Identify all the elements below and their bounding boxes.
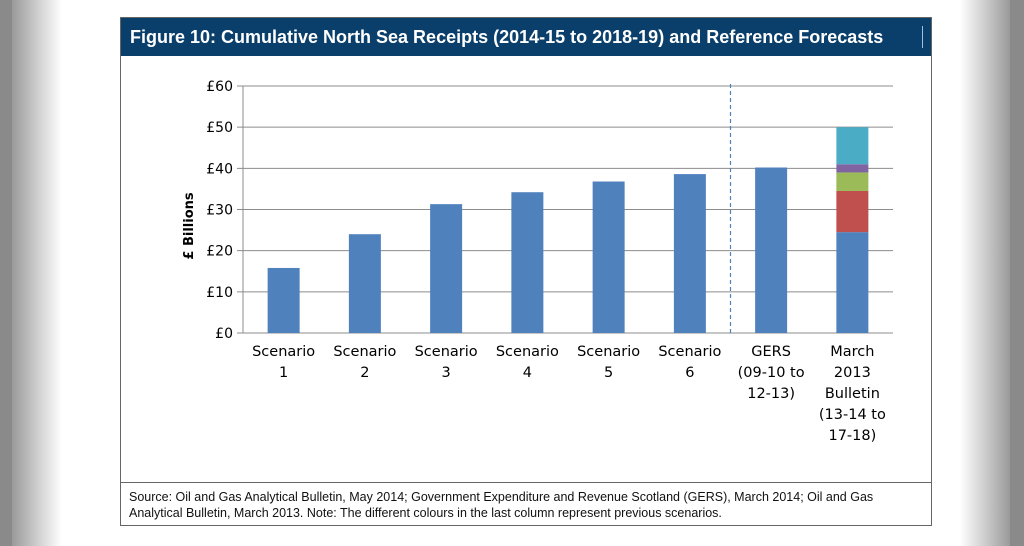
x-category-label: 2 bbox=[360, 365, 369, 381]
bar-segment bbox=[836, 232, 869, 333]
x-category-label: 1 bbox=[279, 365, 288, 381]
y-tick-label: £0 bbox=[215, 326, 233, 342]
figure-title: Figure 10: Cumulative North Sea Receipts… bbox=[121, 18, 931, 56]
figure-panel: Figure 10: Cumulative North Sea Receipts… bbox=[120, 17, 932, 526]
x-category-label: Scenario bbox=[577, 344, 640, 360]
y-tick-labels: £0 £10 £20 £30 £40 £50 £60 bbox=[206, 79, 233, 342]
x-category-label: Scenario bbox=[496, 344, 559, 360]
x-category-label: 4 bbox=[523, 365, 532, 381]
x-category-label: Scenario bbox=[333, 344, 396, 360]
gridlines bbox=[237, 84, 893, 334]
source-note: Source: Oil and Gas Analytical Bulletin,… bbox=[121, 482, 931, 525]
bar-chart: £0£10£20£30£40£50£60 Scenario1Scenario2S… bbox=[182, 79, 893, 444]
x-category-label: 12-13) bbox=[747, 386, 795, 402]
bar bbox=[348, 234, 381, 333]
y-tick-label: £60 bbox=[206, 79, 233, 95]
x-category-label: 17-18) bbox=[828, 428, 876, 444]
x-category-label: GERS bbox=[751, 344, 791, 360]
y-tick-label: £10 bbox=[206, 285, 233, 301]
x-category-label: March bbox=[830, 344, 874, 360]
y-axis-label: £ Billions bbox=[182, 192, 197, 259]
bars bbox=[267, 127, 869, 333]
x-category-label: Scenario bbox=[415, 344, 478, 360]
page-background: Figure 10: Cumulative North Sea Receipts… bbox=[12, 0, 1010, 546]
x-category-label: (13-14 to bbox=[819, 407, 886, 423]
x-category-label: 5 bbox=[604, 365, 613, 381]
bar-segment bbox=[836, 172, 869, 191]
x-category-label: 3 bbox=[442, 365, 451, 381]
x-category-label: (09-10 to bbox=[738, 365, 805, 381]
x-category-label: Scenario bbox=[658, 344, 721, 360]
y-tick-label: £30 bbox=[206, 203, 233, 219]
y-tick-label: £40 bbox=[206, 161, 233, 177]
bar bbox=[430, 204, 463, 333]
bar bbox=[511, 192, 544, 333]
source-note-text: Source: Oil and Gas Analytical Bulletin,… bbox=[129, 490, 874, 520]
figure-title-text: Figure 10: Cumulative North Sea Receipts… bbox=[130, 27, 884, 47]
bar bbox=[755, 167, 788, 333]
y-tick-label: £20 bbox=[206, 244, 233, 260]
bar-segment bbox=[836, 190, 869, 233]
title-divider bbox=[922, 26, 923, 48]
bar-segment bbox=[836, 127, 869, 165]
x-category-label: Scenario bbox=[252, 344, 315, 360]
y-tick-label: £50 bbox=[206, 120, 233, 136]
x-category-label: 6 bbox=[685, 365, 694, 381]
x-category-label: 2013 bbox=[834, 365, 871, 381]
bar bbox=[592, 181, 625, 333]
x-category-labels: Scenario 1 Scenario 2 Scenario 3 Scenario 4 Scen… bbox=[252, 344, 886, 444]
x-category-label: Bulletin bbox=[825, 386, 880, 402]
bar-segment bbox=[836, 164, 869, 173]
bar bbox=[267, 267, 300, 333]
bar bbox=[673, 174, 706, 333]
